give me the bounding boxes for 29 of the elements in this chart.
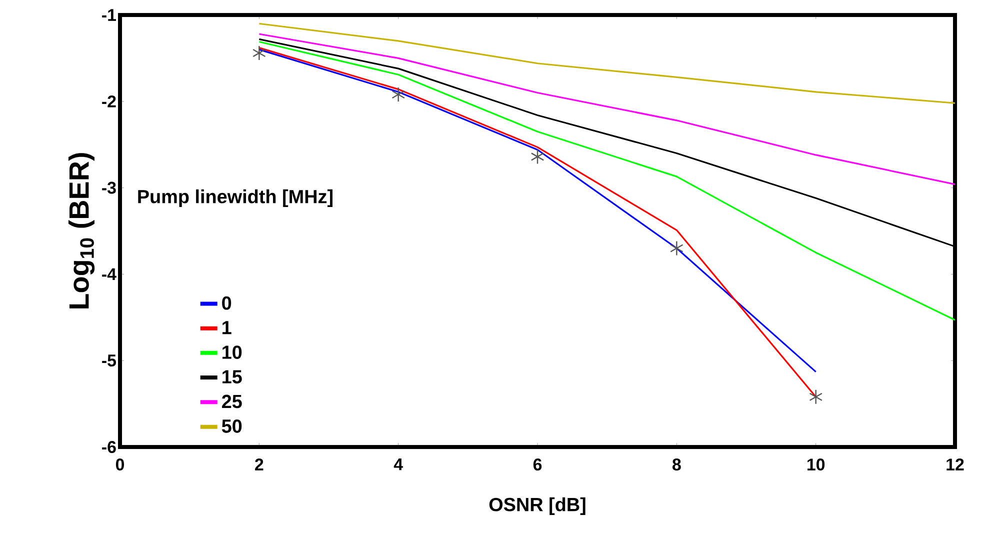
line-series bbox=[258, 33, 956, 186]
legend-label: 15 bbox=[222, 370, 242, 384]
point bbox=[670, 240, 684, 256]
point bbox=[252, 45, 266, 61]
x-tick-label: 4 bbox=[394, 458, 403, 470]
y-tick-label: -6 bbox=[102, 441, 116, 453]
x-tick-label: 10 bbox=[807, 458, 825, 471]
y-tick-label: -2 bbox=[102, 95, 116, 108]
legend-label: 0 bbox=[222, 296, 232, 310]
point bbox=[809, 389, 823, 404]
x-axis-title: OSNR [dB] bbox=[489, 497, 586, 515]
x-tick-label: 12 bbox=[946, 458, 964, 470]
point bbox=[392, 86, 405, 102]
legend-label: 50 bbox=[222, 419, 242, 433]
y-axis-title: Log$_{10}$ (BER) bbox=[68, 153, 95, 308]
x-tick-label: 6 bbox=[533, 458, 542, 471]
y-tick-label: -4 bbox=[102, 268, 116, 280]
x-tick-label: 0 bbox=[116, 458, 124, 471]
legend-label: 25 bbox=[222, 394, 242, 408]
x-tick-label: 2 bbox=[255, 458, 264, 470]
y-tick-label: -5 bbox=[102, 354, 116, 367]
y-tick-label: -3 bbox=[102, 182, 116, 194]
x-tick-label: 8 bbox=[672, 458, 681, 471]
legend-label: 10 bbox=[222, 346, 242, 359]
line-series bbox=[258, 22, 956, 104]
legend-title: Pump linewidth [MHz] bbox=[138, 189, 332, 208]
point bbox=[530, 149, 544, 164]
legend-label: 1 bbox=[222, 321, 232, 334]
y-tick-label: -1 bbox=[102, 9, 116, 21]
